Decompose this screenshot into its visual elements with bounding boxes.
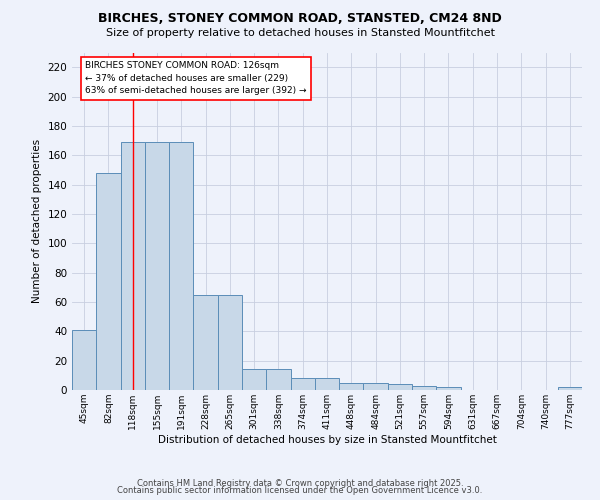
Bar xyxy=(145,142,169,390)
Bar xyxy=(388,384,412,390)
Text: Contains HM Land Registry data © Crown copyright and database right 2025.: Contains HM Land Registry data © Crown c… xyxy=(137,478,463,488)
Bar xyxy=(121,142,145,390)
Bar xyxy=(315,378,339,390)
Y-axis label: Number of detached properties: Number of detached properties xyxy=(32,139,42,304)
Text: BIRCHES STONEY COMMON ROAD: 126sqm
← 37% of detached houses are smaller (229)
63: BIRCHES STONEY COMMON ROAD: 126sqm ← 37%… xyxy=(85,62,307,96)
Bar xyxy=(193,294,218,390)
Bar xyxy=(96,173,121,390)
Bar xyxy=(169,142,193,390)
Bar xyxy=(364,382,388,390)
X-axis label: Distribution of detached houses by size in Stansted Mountfitchet: Distribution of detached houses by size … xyxy=(158,434,496,444)
Bar xyxy=(558,387,582,390)
Bar xyxy=(266,370,290,390)
Bar xyxy=(218,294,242,390)
Text: BIRCHES, STONEY COMMON ROAD, STANSTED, CM24 8ND: BIRCHES, STONEY COMMON ROAD, STANSTED, C… xyxy=(98,12,502,26)
Bar xyxy=(412,386,436,390)
Bar xyxy=(436,387,461,390)
Bar xyxy=(290,378,315,390)
Text: Size of property relative to detached houses in Stansted Mountfitchet: Size of property relative to detached ho… xyxy=(106,28,494,38)
Bar xyxy=(339,382,364,390)
Text: Contains public sector information licensed under the Open Government Licence v3: Contains public sector information licen… xyxy=(118,486,482,495)
Bar xyxy=(242,370,266,390)
Bar xyxy=(72,330,96,390)
